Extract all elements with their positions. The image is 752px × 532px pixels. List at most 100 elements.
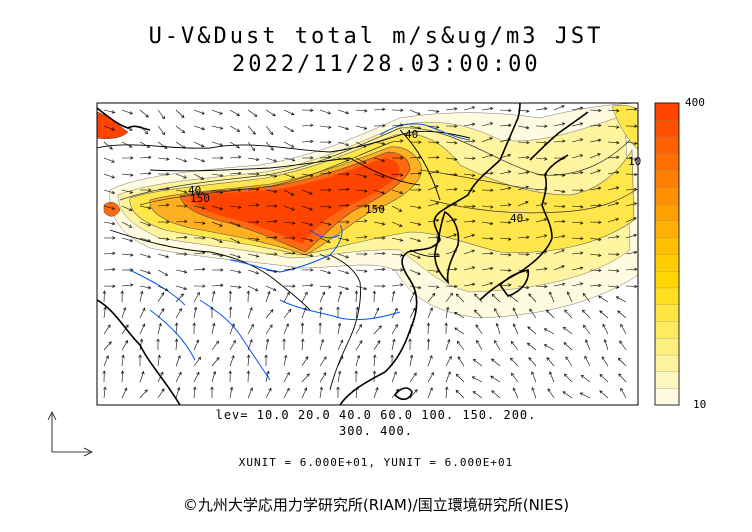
wind-vector-head <box>490 375 494 379</box>
wind-vector-head <box>546 357 550 361</box>
wind-vector-head <box>507 186 512 190</box>
wind-vector-head <box>237 255 241 259</box>
wind-vector <box>283 189 294 196</box>
wind-vector-head <box>471 282 476 287</box>
wind-vector-head <box>400 123 404 127</box>
wind-vector <box>584 356 591 367</box>
wind-vector-head <box>392 338 396 343</box>
wind-vector <box>319 172 331 175</box>
wind-vector-head <box>201 127 206 131</box>
wind-vector-head <box>620 387 624 392</box>
wind-vector-head <box>435 201 440 206</box>
wind-vector-head <box>471 173 476 177</box>
wind-vector-head <box>255 254 260 258</box>
wind-vector <box>355 324 362 335</box>
wind-vector <box>121 205 133 211</box>
wind-vector-head <box>292 236 296 240</box>
colorbar-band <box>654 337 680 356</box>
wind-vector-head <box>238 188 242 192</box>
wind-vector-head <box>508 220 512 225</box>
wind-vector <box>494 308 501 319</box>
wind-vector-head <box>219 173 224 178</box>
wind-vector-head <box>580 236 584 241</box>
wind-vector-head <box>304 291 308 296</box>
wind-vector <box>337 269 349 274</box>
wind-vector <box>193 292 200 303</box>
wind-vector <box>620 388 627 399</box>
wind-vector <box>481 237 493 239</box>
wind-vector <box>121 284 133 287</box>
wind-vector <box>193 189 205 195</box>
wind-vector <box>247 141 255 151</box>
wind-vector <box>355 285 367 290</box>
wind-vector-head <box>436 285 440 289</box>
wind-vector <box>229 323 235 335</box>
wind-vector-head <box>364 235 368 239</box>
wind-vector-head <box>381 158 386 163</box>
wind-vector <box>283 173 295 179</box>
wind-vector <box>491 390 501 399</box>
wind-vector-head <box>453 157 458 161</box>
wind-vector <box>599 310 609 319</box>
wind-vector <box>546 357 555 367</box>
wind-vector <box>121 371 123 383</box>
wind-vector-head <box>526 140 530 145</box>
wind-vector-head <box>616 141 620 145</box>
wind-vector <box>391 237 403 241</box>
wind-vector-head <box>429 355 433 359</box>
wind-vector <box>103 355 109 367</box>
wind-vector-head <box>355 386 359 390</box>
wind-vector <box>535 188 547 191</box>
wind-vector <box>589 284 601 287</box>
chart-title: U-V&Dust total m/s&ug/m3 JST <box>148 24 604 49</box>
wind-vector <box>283 205 295 211</box>
wind-vector-head <box>378 325 382 329</box>
wind-vector <box>553 105 565 111</box>
wind-vector-head <box>123 306 127 311</box>
wind-vector <box>563 342 573 351</box>
wind-vector-head <box>507 170 512 174</box>
wind-vector-head <box>290 128 295 132</box>
wind-vector-head <box>527 326 531 330</box>
wind-vector <box>355 269 367 272</box>
wind-vector-head <box>490 236 494 241</box>
wind-vector-head <box>489 281 494 286</box>
wind-vector <box>355 125 367 129</box>
wind-vector <box>589 237 601 241</box>
wind-vector-head <box>491 390 495 394</box>
wind-vector-head <box>381 207 385 211</box>
wind-vector <box>513 323 519 335</box>
wind-vector <box>427 253 440 255</box>
wind-vector <box>103 125 115 131</box>
wind-vector <box>535 107 547 111</box>
wind-vector-head <box>196 291 200 296</box>
wind-vector-head <box>309 191 313 195</box>
wind-vector-head <box>285 323 289 327</box>
wind-vector <box>607 156 619 159</box>
wind-vector-head <box>585 339 589 343</box>
wind-vector-head <box>273 158 278 163</box>
wind-vector-head <box>103 306 107 310</box>
wind-vector-head <box>354 370 358 374</box>
wind-vector <box>157 253 169 258</box>
wind-vector <box>607 109 619 112</box>
wind-vector-head <box>220 268 224 272</box>
wind-vector <box>391 253 403 256</box>
wind-vector <box>481 205 493 208</box>
wind-vector <box>535 141 547 144</box>
wind-vector-head <box>212 322 216 327</box>
wind-vector-head <box>634 172 638 177</box>
wind-vector <box>427 156 439 159</box>
wind-vector-head <box>418 171 422 175</box>
wind-vector <box>494 340 501 351</box>
wind-vector <box>373 370 375 383</box>
wind-vector <box>517 218 529 223</box>
wind-vector <box>247 355 250 367</box>
wind-vector <box>427 202 439 207</box>
wind-vector-head <box>382 267 386 272</box>
wind-vector-head <box>364 269 368 273</box>
wind-vector-head <box>400 156 404 160</box>
wind-vector <box>301 173 313 177</box>
wind-vector-head <box>364 252 368 256</box>
wind-vector-head <box>256 203 260 207</box>
